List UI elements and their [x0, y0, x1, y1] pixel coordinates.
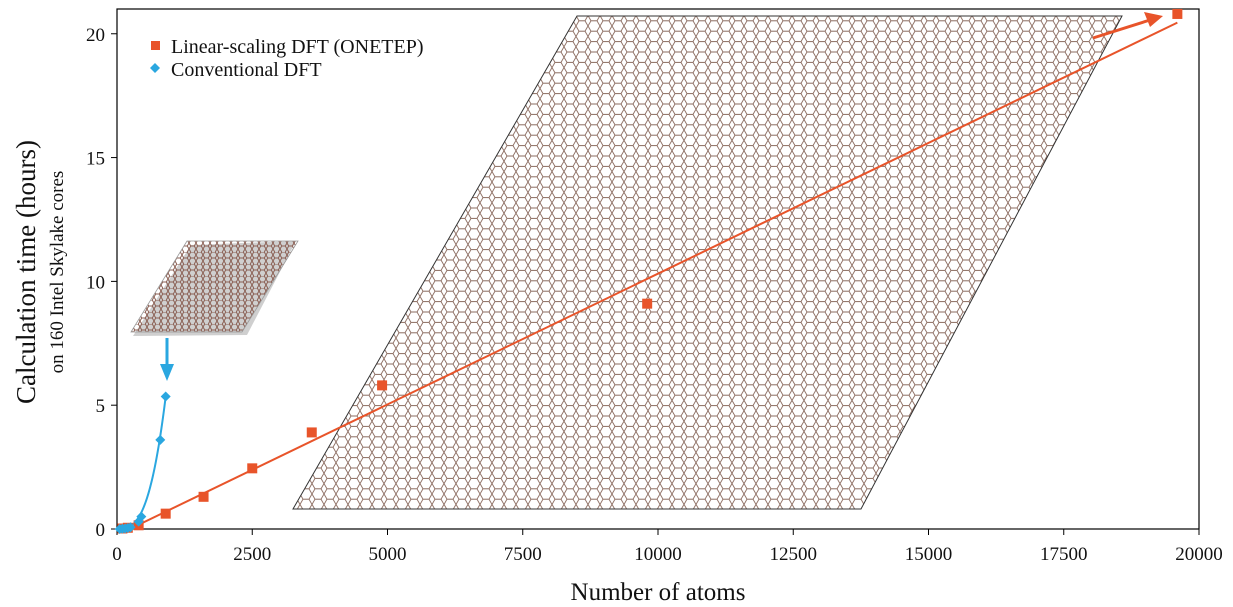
- x-tick-label: 17500: [1040, 544, 1088, 565]
- conventional-fit-curve: [117, 396, 167, 530]
- onetep-data-point: [306, 427, 317, 438]
- legend-label-onetep: Linear-scaling DFT (ONETEP): [171, 36, 424, 58]
- y-tick-label: 10: [86, 272, 105, 293]
- onetep-fit-line: [129, 21, 1178, 530]
- onetep-data-point: [1172, 8, 1183, 19]
- small-supercell-illustration: [130, 240, 299, 336]
- legend-label-conventional: Conventional DFT: [171, 59, 322, 81]
- x-tick-label: 0: [112, 544, 122, 565]
- onetep-data-point: [247, 463, 258, 474]
- y-tick-label: 20: [86, 25, 105, 46]
- conventional-data-point: [155, 434, 166, 445]
- large-cell-arrow: [1092, 12, 1163, 40]
- x-tick-label: 10000: [634, 544, 682, 565]
- large-supercell-illustration: [292, 15, 1123, 510]
- onetep-data-point: [160, 508, 171, 519]
- conventional-data-point: [125, 522, 136, 533]
- data-markers: [114, 8, 1183, 534]
- x-tick-label: 15000: [905, 544, 953, 565]
- y-tick-label: 5: [96, 396, 106, 417]
- y-axis-subtitle: on 160 Intel Skylake cores: [47, 171, 68, 374]
- legend-marker-onetep: [151, 41, 160, 50]
- conventional-data-point: [136, 511, 147, 522]
- x-axis-ticks: 0 2500 5000 7500 10000 12500 15000 17500 20000: [112, 529, 1223, 565]
- x-tick-label: 7500: [504, 544, 542, 565]
- y-axis-title: Calculation time (hours): [11, 140, 41, 404]
- x-tick-label: 12500: [770, 544, 818, 565]
- x-axis-title: Number of atoms: [571, 579, 746, 606]
- small-cell-arrow: [160, 338, 174, 381]
- y-tick-label: 0: [96, 520, 106, 541]
- y-axis-ticks: 0 5 10 15 20: [86, 25, 117, 541]
- legend-marker-conventional: [150, 63, 160, 73]
- conventional-data-point: [160, 391, 171, 402]
- y-tick-label: 15: [86, 149, 105, 170]
- legend: Linear-scaling DFT (ONETEP) Conventional…: [150, 36, 424, 81]
- onetep-data-point: [377, 380, 388, 391]
- onetep-data-point: [642, 298, 653, 309]
- onetep-data-point: [198, 491, 209, 502]
- x-tick-label: 2500: [233, 544, 271, 565]
- x-tick-label: 20000: [1175, 544, 1223, 565]
- x-tick-label: 5000: [369, 544, 407, 565]
